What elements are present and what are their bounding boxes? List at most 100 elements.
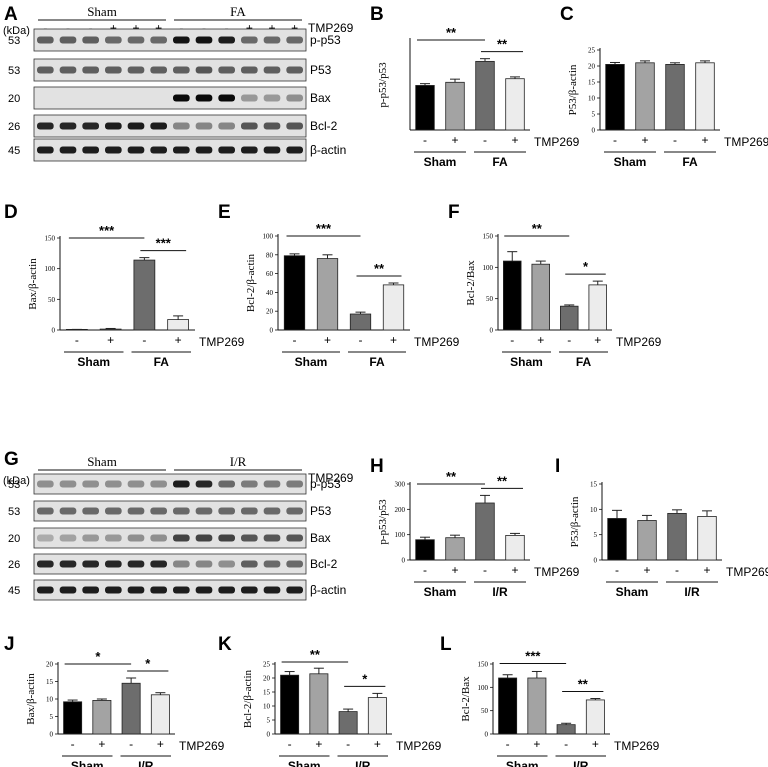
bar bbox=[505, 535, 525, 561]
bar bbox=[607, 518, 627, 561]
blot-band bbox=[286, 560, 303, 568]
blot-band bbox=[37, 480, 54, 488]
kda-value: 53 bbox=[8, 479, 20, 491]
y-tick-label: 100 bbox=[483, 264, 494, 272]
y-tick-label: 25 bbox=[263, 661, 271, 669]
lane-sign: - bbox=[89, 21, 93, 35]
blot-band bbox=[82, 507, 99, 515]
bar bbox=[415, 85, 435, 131]
blot-band bbox=[286, 94, 303, 102]
lane-sign: + bbox=[132, 21, 139, 35]
blot-band bbox=[105, 507, 122, 515]
x-tick-label: + bbox=[511, 133, 518, 147]
blot-band bbox=[59, 36, 77, 44]
x-tick-label: - bbox=[506, 737, 510, 751]
panel-letter: G bbox=[4, 449, 19, 470]
bar bbox=[588, 284, 607, 331]
y-tick-label: 100 bbox=[45, 265, 56, 273]
x-tick-label: + bbox=[451, 563, 458, 577]
blot-band bbox=[218, 586, 235, 594]
y-tick-label: 50 bbox=[481, 707, 489, 715]
blot-band bbox=[127, 586, 145, 594]
panel-letter: C bbox=[560, 4, 574, 25]
blot-band bbox=[173, 146, 190, 154]
blot-band bbox=[82, 36, 99, 44]
group-label: Sham bbox=[77, 355, 110, 369]
blot-band bbox=[150, 586, 167, 594]
y-tick-label: 10 bbox=[588, 95, 596, 103]
blot-band bbox=[127, 480, 145, 488]
y-tick-label: 15 bbox=[263, 689, 271, 697]
blot-band bbox=[263, 586, 281, 594]
blot-band bbox=[82, 534, 99, 542]
blot-band bbox=[263, 146, 281, 154]
y-tick-label: 5 bbox=[594, 531, 598, 539]
x-tick-label: + bbox=[641, 133, 648, 147]
y-tick-label: 20 bbox=[46, 661, 54, 669]
y-tick-label: 25 bbox=[588, 47, 596, 55]
x-tick-label: - bbox=[673, 133, 677, 147]
treatment-label: TMP269 bbox=[199, 335, 245, 349]
group-label: Sham bbox=[614, 155, 647, 169]
blot-band bbox=[59, 66, 77, 74]
x-tick-label: - bbox=[359, 333, 363, 347]
bar bbox=[92, 700, 112, 735]
treatment-label: TMP269 bbox=[414, 335, 460, 349]
lane-sign: - bbox=[66, 21, 70, 35]
blot-band bbox=[218, 94, 235, 102]
blot-band bbox=[59, 507, 77, 515]
blot-strip bbox=[33, 500, 307, 522]
y-axis-label: P53/β-actin bbox=[567, 64, 579, 115]
blot-band bbox=[263, 36, 281, 44]
blot-band bbox=[59, 146, 77, 154]
significance-label: ** bbox=[446, 469, 457, 484]
y-tick-label: 150 bbox=[483, 233, 494, 241]
significance-label: * bbox=[362, 671, 368, 686]
bar bbox=[99, 328, 122, 331]
blot-band bbox=[218, 560, 235, 568]
blot-band bbox=[150, 66, 167, 74]
y-tick-label: 100 bbox=[478, 684, 489, 692]
blot-band bbox=[127, 122, 145, 130]
panel-letter: I bbox=[555, 456, 560, 477]
y-tick-label: 20 bbox=[266, 308, 274, 316]
x-tick-label: - bbox=[675, 563, 679, 577]
group-label: Sham bbox=[424, 585, 457, 599]
significance-label: * bbox=[145, 656, 151, 671]
blot-band bbox=[105, 534, 122, 542]
group-label: I/R bbox=[573, 759, 589, 767]
y-tick-label: 50 bbox=[486, 295, 494, 303]
blot-band bbox=[195, 480, 213, 488]
significance-label: ** bbox=[310, 647, 321, 662]
y-tick-label: 0 bbox=[402, 557, 406, 565]
blot-band bbox=[263, 94, 281, 102]
x-tick-label: + bbox=[175, 333, 182, 347]
blot-band bbox=[173, 560, 190, 568]
y-tick-label: 15 bbox=[46, 678, 54, 686]
blot-band bbox=[173, 534, 190, 542]
bar-chart-C: C 0 5 10 15 20 25 P53/β-actin - + - + TMP269 Sham FA bbox=[560, 4, 768, 169]
y-tick-label: 0 bbox=[485, 731, 489, 739]
significance-label: *** bbox=[156, 236, 172, 251]
blot-band bbox=[218, 36, 235, 44]
x-tick-label: + bbox=[98, 737, 105, 751]
blot-strip bbox=[33, 579, 307, 601]
x-tick-label: - bbox=[293, 333, 297, 347]
x-tick-label: + bbox=[511, 563, 518, 577]
significance-label: *** bbox=[99, 223, 115, 238]
kda-value: 20 bbox=[8, 533, 20, 545]
significance-label: * bbox=[583, 259, 589, 274]
treatment-label: TMP269 bbox=[534, 565, 580, 579]
blot-band bbox=[241, 586, 258, 594]
significance-label: ** bbox=[497, 37, 508, 52]
kda-value: 26 bbox=[8, 559, 20, 571]
bar bbox=[63, 701, 83, 735]
blot-band bbox=[59, 122, 77, 130]
x-tick-label: - bbox=[564, 737, 568, 751]
blot-band bbox=[37, 146, 54, 154]
blot-band bbox=[241, 122, 258, 130]
blot-band bbox=[241, 560, 258, 568]
blot-band bbox=[241, 507, 258, 515]
y-tick-label: 5 bbox=[50, 713, 54, 721]
y-axis-label: p-p53/p53 bbox=[377, 62, 389, 108]
